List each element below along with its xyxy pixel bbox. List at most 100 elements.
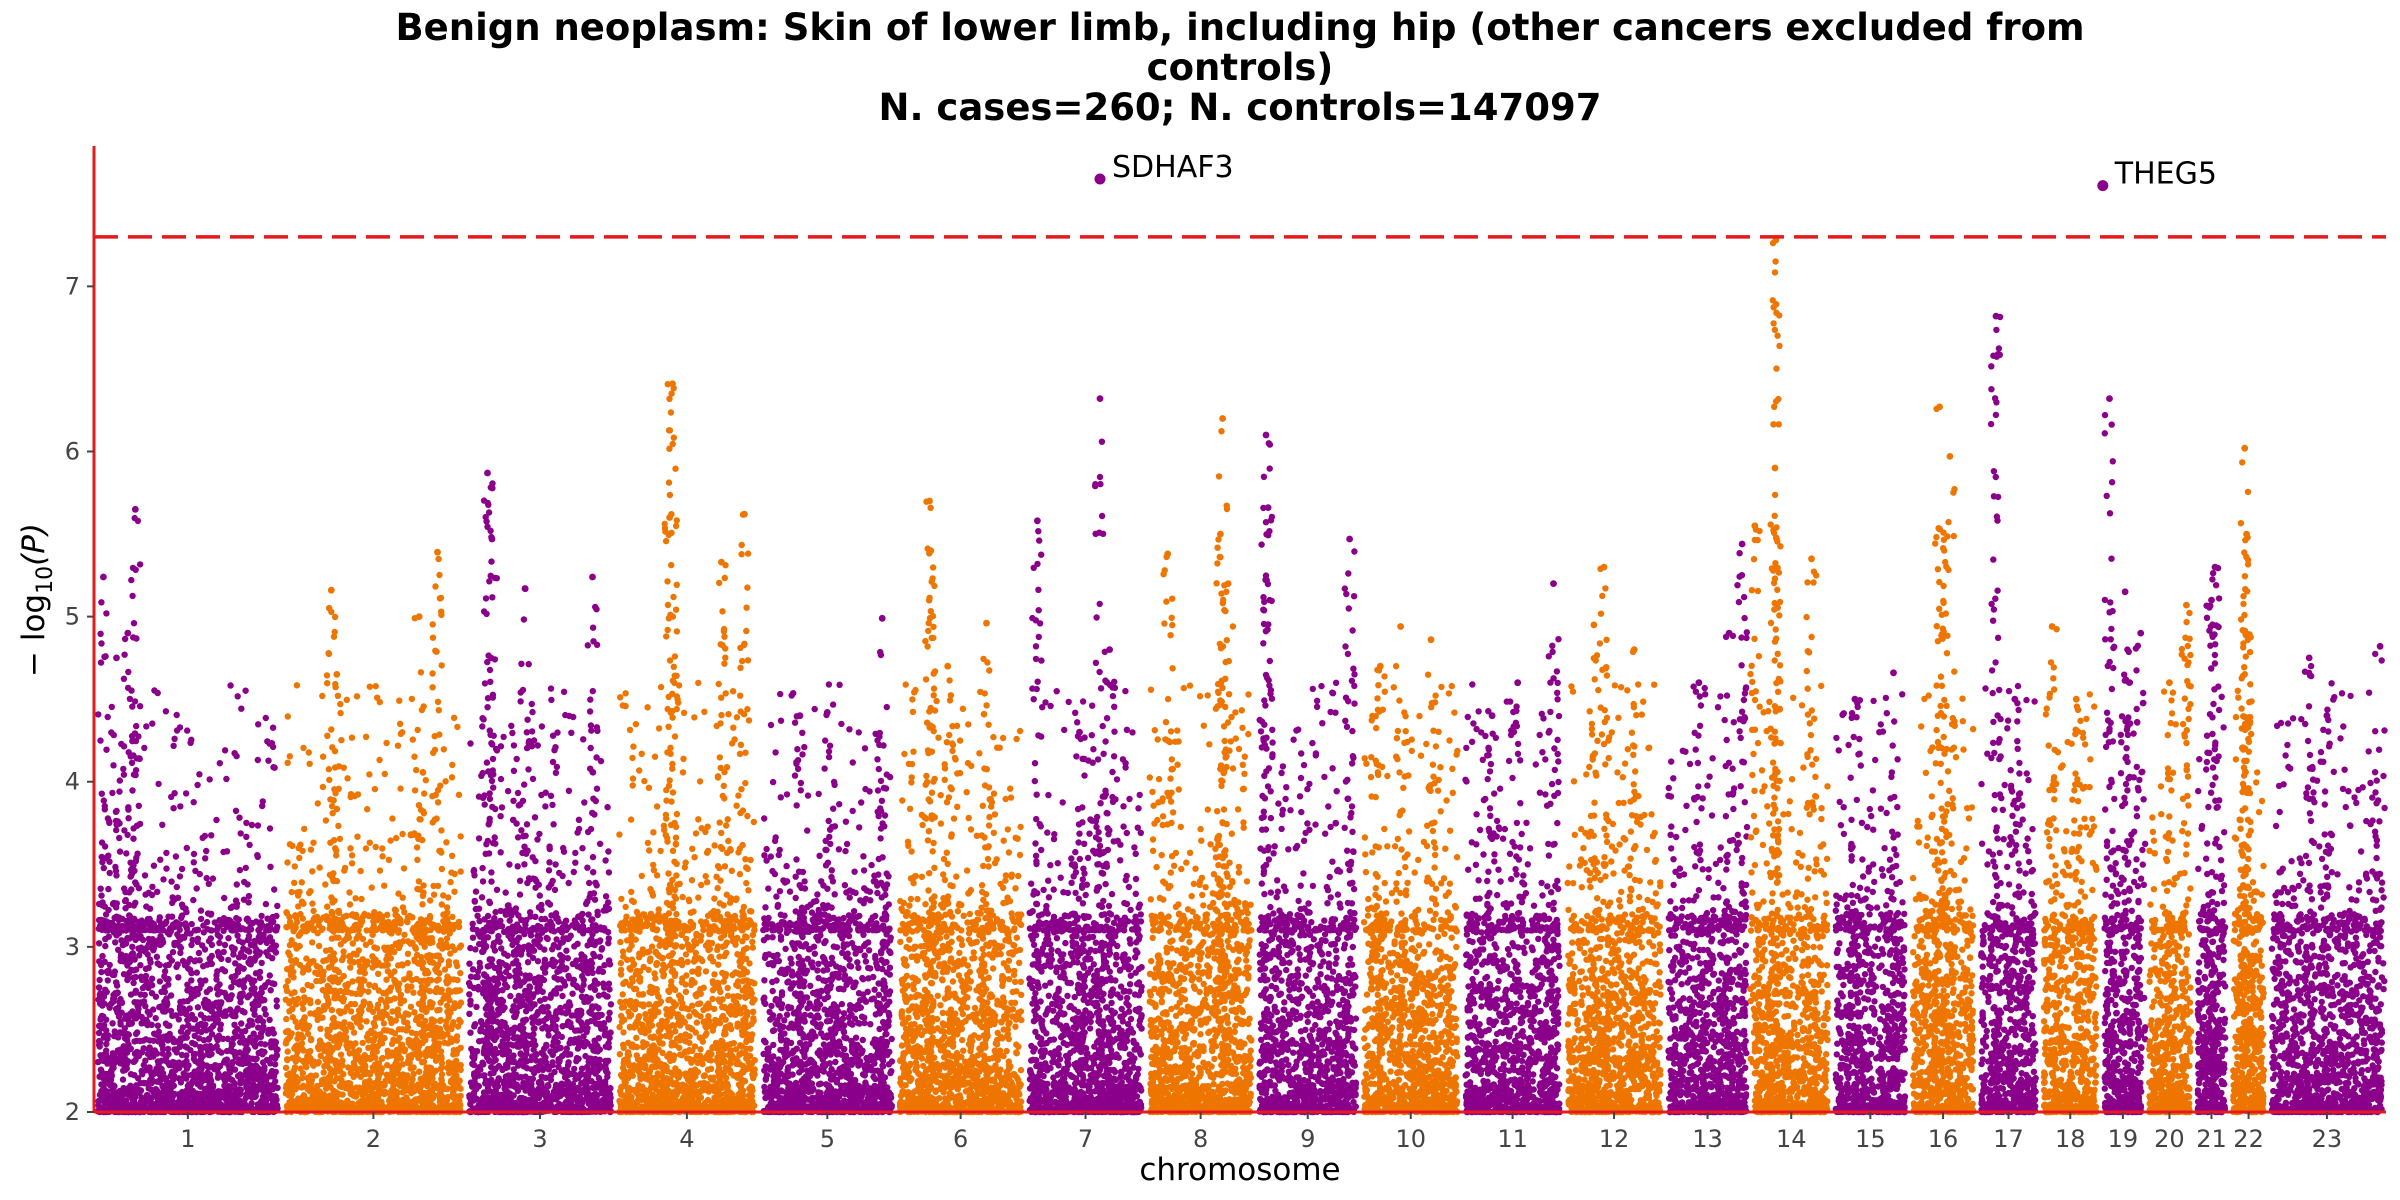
snp-point [103,610,109,616]
snp-point [317,1026,323,1032]
snp-point [447,1035,453,1041]
snp-point [183,790,189,796]
snp-point [322,1063,328,1069]
snp-point [365,1045,371,1051]
snp-point [121,971,127,977]
snp-point [129,738,135,744]
snp-point [434,952,440,958]
snp-point [349,735,355,741]
snp-point [335,935,341,941]
snp-point [121,885,127,891]
snp-point [290,923,296,929]
snp-point [239,1008,245,1014]
title-line-3: N. cases=260; N. controls=147097 [879,86,1602,129]
snp-point [366,982,372,988]
snp-point [253,970,259,976]
snp-point [141,745,147,751]
snp-point [344,775,350,781]
snp-point [205,926,211,932]
snp-point [184,1017,190,1023]
snp-point [415,836,421,842]
snp-point [376,987,382,993]
snp-point [155,690,161,696]
snp-point [342,988,348,994]
snp-point [378,1101,384,1107]
snp-point [333,1066,339,1072]
snp-point [309,939,315,945]
snp-point [448,869,454,875]
snp-point [259,985,265,991]
snp-point [149,892,155,898]
snp-point [267,741,273,747]
snp-point [330,870,336,876]
snp-point [146,1065,152,1071]
snp-point [397,995,403,1001]
snp-point [458,868,464,874]
snp-point [348,1008,354,1014]
snp-point [321,1069,327,1075]
snp-point [168,794,174,800]
snp-point [420,1032,426,1038]
snp-point [293,914,299,920]
snp-point [153,1015,159,1021]
snp-point [193,1094,199,1100]
snp-point [444,1097,450,1103]
snp-point [439,901,445,907]
snp-point [204,875,210,881]
snp-point [191,851,197,857]
snp-point [442,966,448,972]
snp-point [171,942,177,948]
snp-point [218,1102,224,1108]
snp-point [148,927,154,933]
snp-point [98,1081,104,1087]
snp-point [452,1071,458,1077]
snp-point [446,987,452,993]
snp-point [317,864,323,870]
snp-point [360,914,366,920]
snp-point [345,981,351,987]
snp-point [260,1018,266,1024]
snp-point [306,890,312,896]
snp-point [240,990,246,996]
snp-point [198,1012,204,1018]
snp-point [237,1056,243,1062]
snp-point [420,1000,426,1006]
snp-point [255,1024,261,1030]
snp-point [333,967,339,973]
snp-point [228,1065,234,1071]
snp-point [389,1041,395,1047]
snp-point [451,889,457,895]
snp-point [407,1042,413,1048]
snp-point [121,772,127,778]
snp-point [406,1037,412,1043]
snp-point [438,827,444,833]
snp-point [218,1073,224,1079]
snp-point [420,1081,426,1087]
snp-point [163,850,169,856]
snp-point [435,923,441,929]
snp-point [287,753,293,759]
snp-point [305,1025,311,1031]
snp-point [363,1018,369,1024]
snp-point [113,821,119,827]
snp-point [438,1066,444,1072]
snp-point [246,842,252,848]
snp-point [143,903,149,909]
snp-point [273,942,279,948]
snp-point [383,977,389,983]
snp-point [396,927,402,933]
snp-point [389,1077,395,1083]
snp-point [136,803,142,809]
snp-point [180,958,186,964]
snp-point [372,1023,378,1029]
snp-point [205,1094,211,1100]
snp-point [125,1016,131,1022]
snp-point [308,846,314,852]
snp-point [443,839,449,845]
snp-point [254,993,260,999]
snp-point [326,777,332,783]
snp-point [169,900,175,906]
snp-point [123,850,129,856]
snp-point [301,826,307,832]
snp-point [451,1005,457,1011]
